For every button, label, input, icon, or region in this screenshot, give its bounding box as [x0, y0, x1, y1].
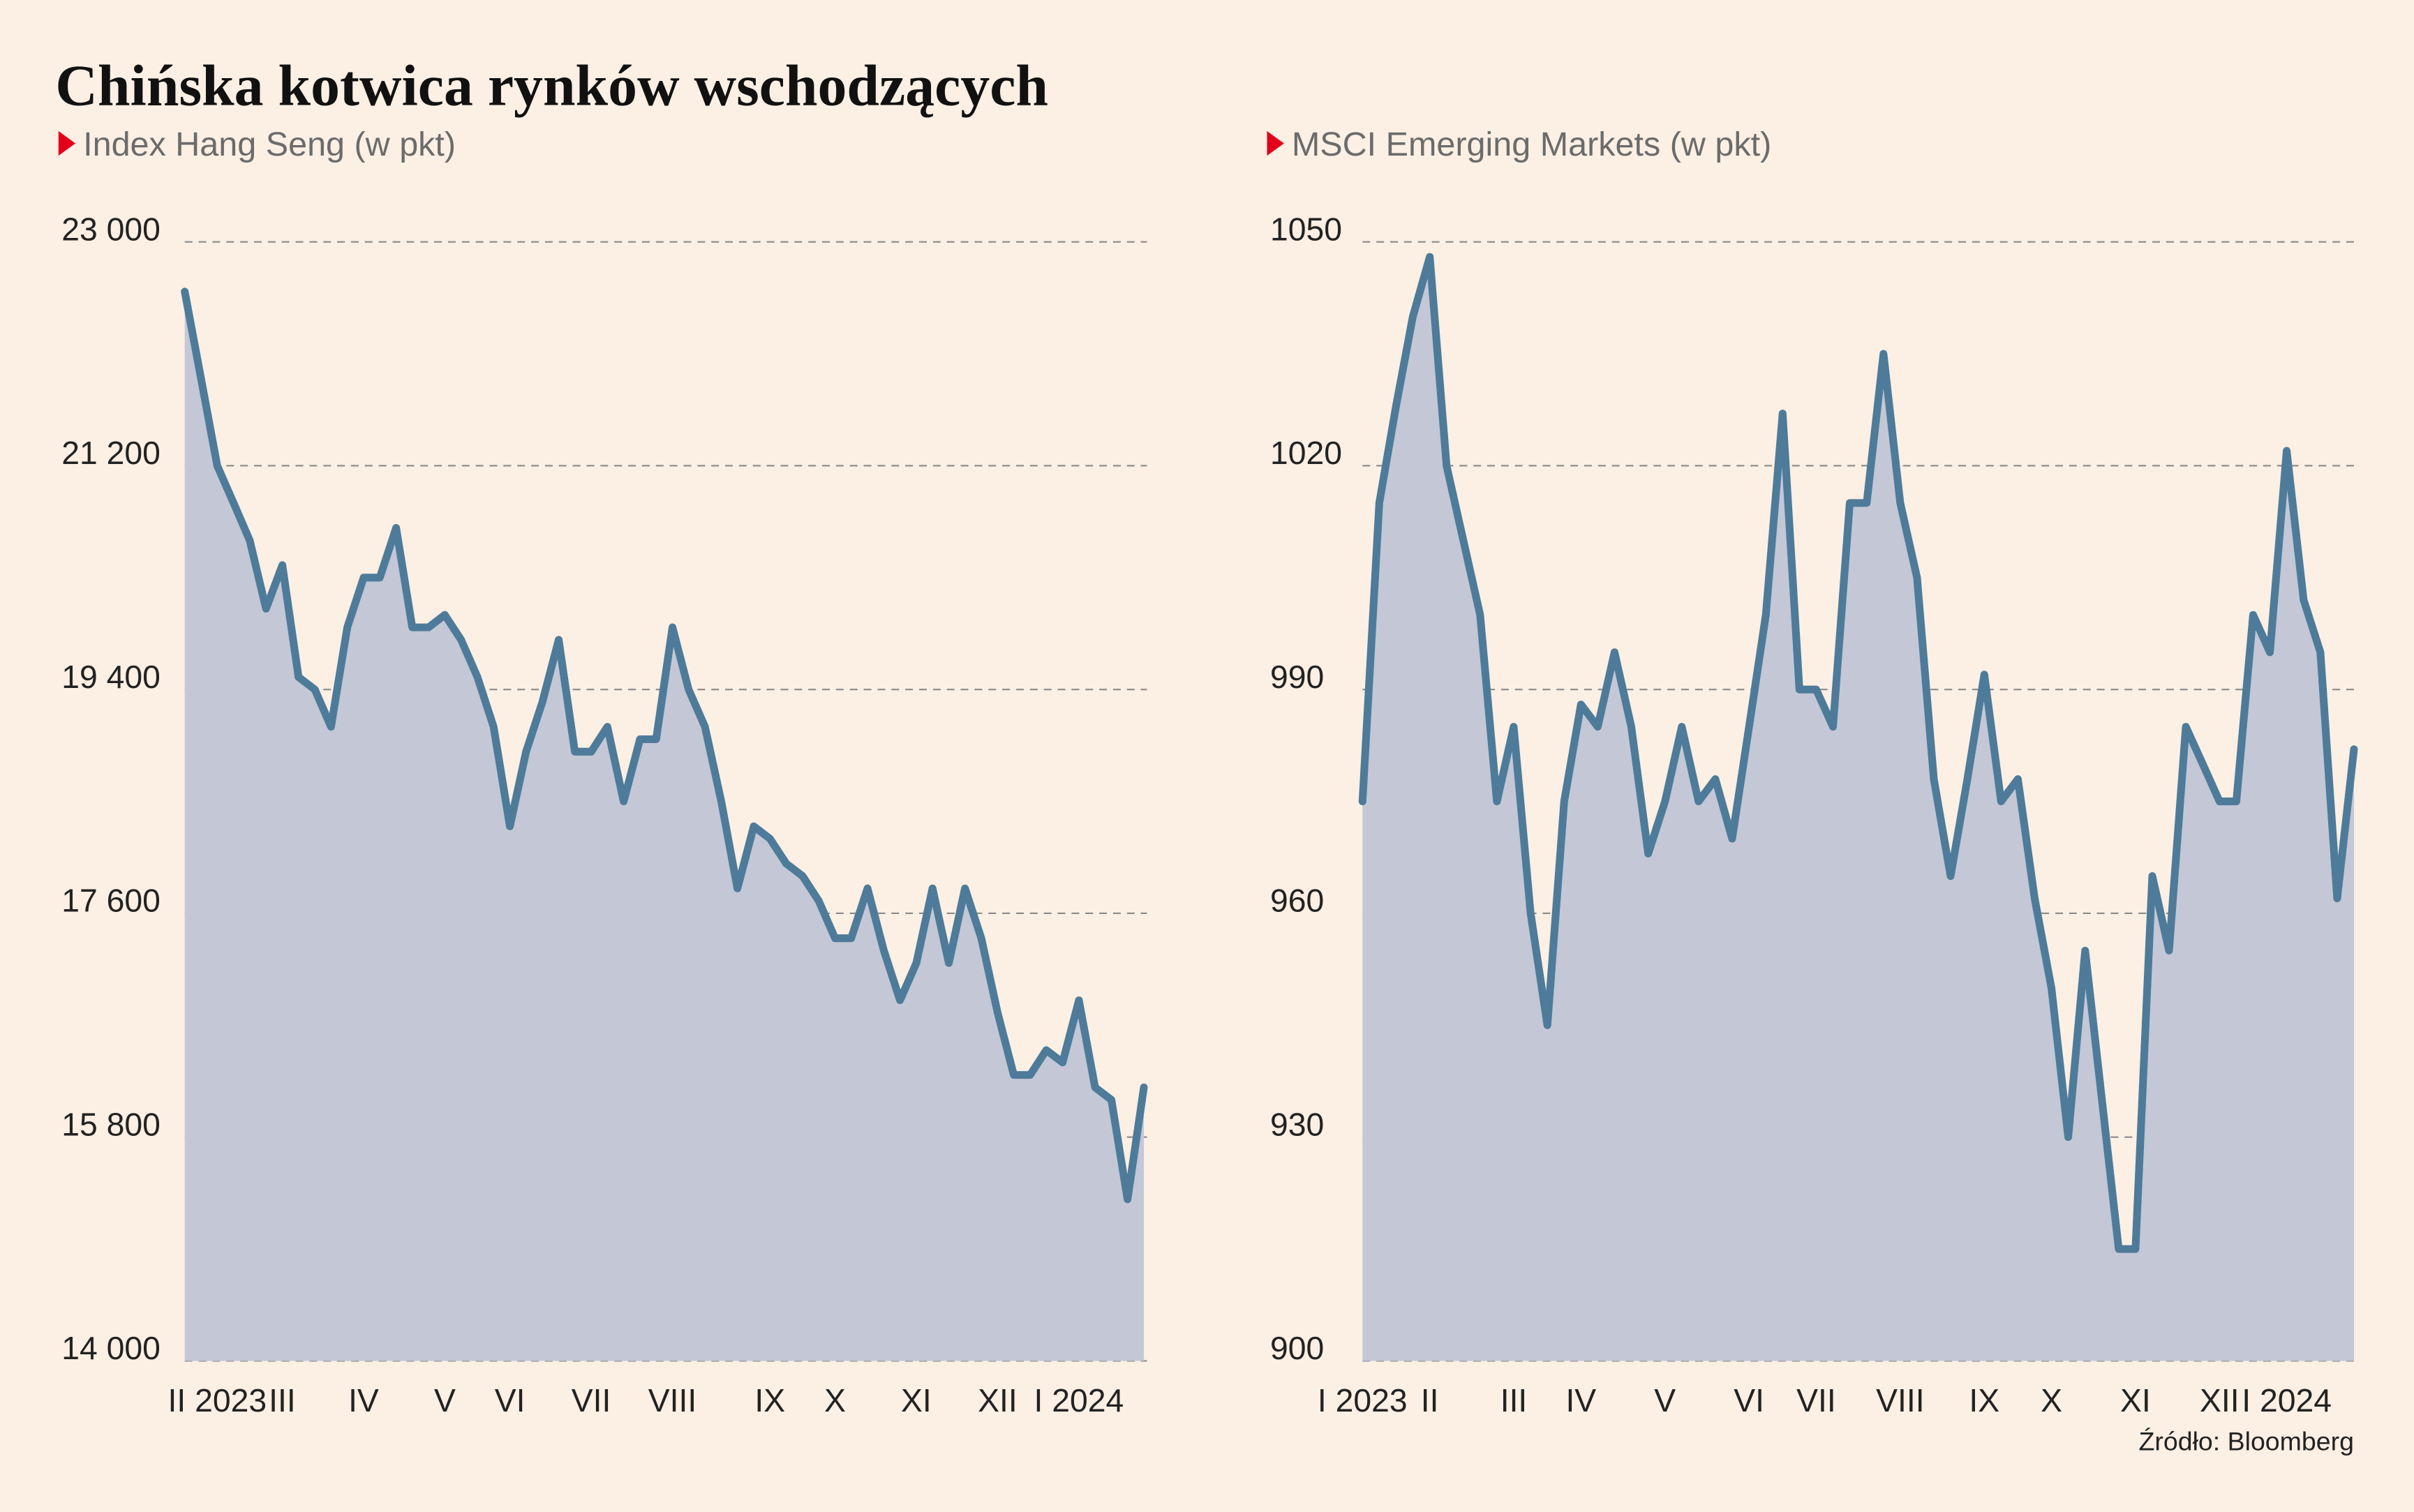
- x-tick-label: V: [1654, 1382, 1676, 1419]
- y-tick-label: 1050: [1270, 211, 1342, 247]
- subtitle-marker: [1267, 130, 1284, 156]
- x-tick-label: III: [1500, 1382, 1528, 1419]
- x-tick-label: VIII: [648, 1382, 697, 1419]
- y-tick-label: 960: [1270, 883, 1324, 919]
- y-tick-label: 930: [1270, 1106, 1324, 1142]
- chart-subtitle: MSCI Emerging Markets (w pkt): [1292, 126, 1771, 163]
- x-tick-label: I 2024: [2242, 1382, 2332, 1419]
- x-tick-label: II: [1421, 1382, 1439, 1419]
- x-tick-label: V: [434, 1382, 456, 1419]
- x-tick-label: XII: [978, 1382, 1018, 1419]
- x-tick-label: X: [824, 1382, 846, 1419]
- y-tick-label: 990: [1270, 659, 1324, 695]
- x-tick-label: XI: [901, 1382, 932, 1419]
- x-tick-label: VII: [1796, 1382, 1836, 1419]
- y-tick-label: 1020: [1270, 435, 1342, 471]
- subtitle-marker: [58, 130, 76, 156]
- x-tick-label: X: [2041, 1382, 2062, 1419]
- x-tick-label: III: [269, 1382, 296, 1419]
- x-tick-label: XI: [2120, 1382, 2151, 1419]
- y-tick-label: 900: [1270, 1330, 1324, 1366]
- chart-title: Chińska kotwica rynków wschodzących: [55, 53, 1048, 118]
- x-tick-label: II 2023: [167, 1382, 267, 1419]
- x-tick-label: VI: [495, 1382, 526, 1419]
- y-tick-label: 14 000: [61, 1330, 161, 1366]
- source: Źródło: Bloomberg: [2138, 1426, 2353, 1455]
- y-tick-label: 15 800: [61, 1106, 161, 1142]
- x-tick-label: VII: [572, 1382, 611, 1419]
- y-tick-label: 19 400: [61, 659, 161, 695]
- x-tick-label: IV: [1565, 1382, 1596, 1419]
- y-tick-label: 23 000: [61, 211, 161, 247]
- x-tick-label: IX: [1969, 1382, 1999, 1419]
- x-tick-label: VIII: [1876, 1382, 1924, 1419]
- chart-subtitle: Index Hang Seng (w pkt): [83, 126, 456, 163]
- x-tick-label: IV: [348, 1382, 379, 1419]
- line: [181, 287, 1148, 1204]
- y-tick-label: 17 600: [61, 883, 161, 919]
- x-tick-label: XII: [2200, 1382, 2240, 1419]
- x-tick-label: VI: [1734, 1382, 1764, 1419]
- line: [1358, 253, 2358, 1253]
- area: [184, 291, 1145, 1361]
- x-tick-label: IX: [754, 1382, 785, 1419]
- x-tick-label: I 2024: [1034, 1382, 1124, 1419]
- x-tick-label: I 2023: [1318, 1382, 1408, 1419]
- y-tick-label: 21 200: [61, 435, 161, 471]
- area: [1362, 257, 2354, 1361]
